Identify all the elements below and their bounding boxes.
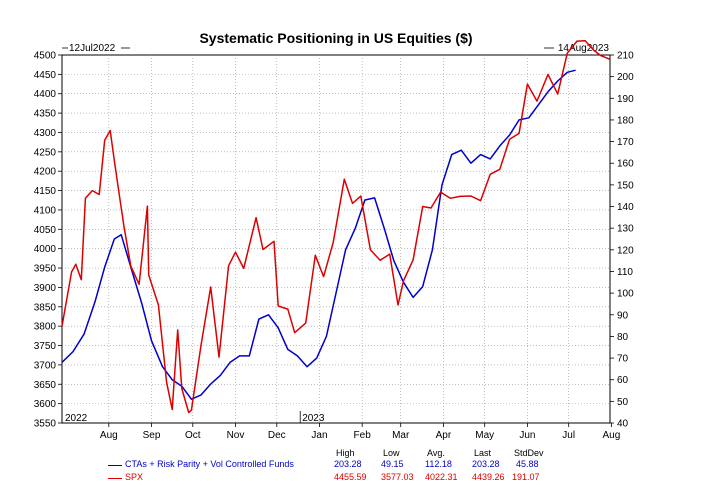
right-tick-label: 160 [617, 159, 634, 170]
spx-last: 4439.26 [472, 472, 505, 482]
month-tick-label: Mar [392, 430, 410, 441]
legend-spx-label: SPX [125, 472, 144, 482]
month-tick-label: Feb [354, 430, 372, 441]
right-tick-label: 130 [617, 224, 634, 235]
cta-low: 49.15 [381, 459, 404, 469]
stats-header-stddev: StdDev [514, 448, 544, 458]
spx-stddev: 191.07 [512, 472, 540, 482]
month-tick-label: Oct [185, 430, 201, 441]
stats-row-spx: SPX [125, 472, 143, 482]
left-tick-label: 4250 [34, 147, 57, 158]
stats-header-avg: Avg. [427, 448, 445, 458]
left-tick-label: 3800 [34, 322, 57, 333]
month-tick-label: Jul [562, 430, 575, 441]
right-tick-label: 170 [617, 137, 634, 148]
end-date-label: 14Aug2023 [558, 43, 610, 54]
legend-line-red [108, 478, 122, 479]
year-label: 2023 [302, 413, 325, 424]
left-tick-label: 4350 [34, 109, 57, 120]
month-tick-label: Jan [311, 430, 327, 441]
left-tick-label: 4300 [34, 128, 57, 139]
left-tick-label: 4000 [34, 244, 57, 255]
right-tick-label: 90 [617, 310, 629, 321]
right-tick-label: 120 [617, 245, 634, 256]
right-tick-label: 110 [617, 267, 633, 278]
left-tick-label: 3600 [34, 399, 57, 410]
stats-header-last: Last [474, 448, 492, 458]
left-tick-label: 4450 [34, 70, 57, 81]
right-tick-label: 40 [617, 419, 629, 430]
left-tick-label: 3750 [34, 341, 57, 352]
right-tick-label: 80 [617, 332, 629, 343]
plot-frame [61, 54, 611, 424]
month-tick-label: Dec [268, 430, 286, 441]
month-tick-label: Jun [519, 430, 535, 441]
left-tick-label: 4100 [34, 205, 57, 216]
series-line-spx [61, 39, 611, 414]
right-tick-label: 60 [617, 375, 629, 386]
legend-line-blue [108, 465, 122, 466]
spx-avg: 4022.31 [425, 472, 458, 482]
cta-avg: 112.18 [425, 459, 452, 469]
left-tick-label: 3850 [34, 302, 57, 313]
legend-cta-label: CTAs + Risk Parity + Vol Controlled Fund… [125, 459, 294, 469]
cta-last: 203.28 [472, 459, 500, 469]
start-date-label: 12Jul2022 [69, 43, 116, 54]
right-tick-label: 150 [617, 180, 634, 191]
left-tick-label: 4500 [34, 51, 57, 62]
left-tick-label: 4400 [34, 89, 57, 100]
left-tick-label: 3650 [34, 380, 57, 391]
stats-row-cta: CTAs + Risk Parity + Vol Controlled Fund… [125, 459, 294, 469]
left-tick-label: 4200 [34, 167, 57, 178]
series-line-cta [61, 69, 576, 400]
left-tick-label: 3700 [34, 360, 57, 371]
stats-header-low: Low [383, 448, 400, 458]
left-tick-label: 3550 [34, 419, 57, 430]
right-tick-label: 140 [617, 202, 634, 213]
chart-title: Systematic Positioning in US Equities ($… [199, 30, 473, 46]
left-tick-label: 3950 [34, 264, 57, 275]
right-tick-label: 70 [617, 354, 629, 365]
spx-low: 3577.03 [381, 472, 414, 482]
spx-high: 4455.59 [334, 472, 367, 482]
right-tick-label: 210 [617, 51, 634, 62]
left-tick-label: 4150 [34, 186, 57, 197]
month-tick-label: May [475, 430, 494, 441]
right-tick-label: 190 [617, 94, 634, 105]
year-label: 2022 [65, 413, 88, 424]
right-tick-label: 180 [617, 115, 634, 126]
cta-stddev: 45.88 [516, 459, 539, 469]
right-tick-label: 200 [617, 72, 634, 83]
right-tick-label: 100 [617, 289, 634, 300]
month-tick-label: Aug [602, 430, 620, 441]
left-tick-label: 3900 [34, 283, 57, 294]
right-tick-label: 50 [617, 397, 629, 408]
left-tick-label: 4050 [34, 225, 57, 236]
cta-high: 203.28 [334, 459, 362, 469]
month-tick-label: Sep [143, 430, 161, 441]
stats-header-high: High [336, 448, 355, 458]
month-tick-label: Apr [436, 430, 452, 441]
month-tick-label: Aug [100, 430, 118, 441]
month-tick-label: Nov [227, 430, 245, 441]
